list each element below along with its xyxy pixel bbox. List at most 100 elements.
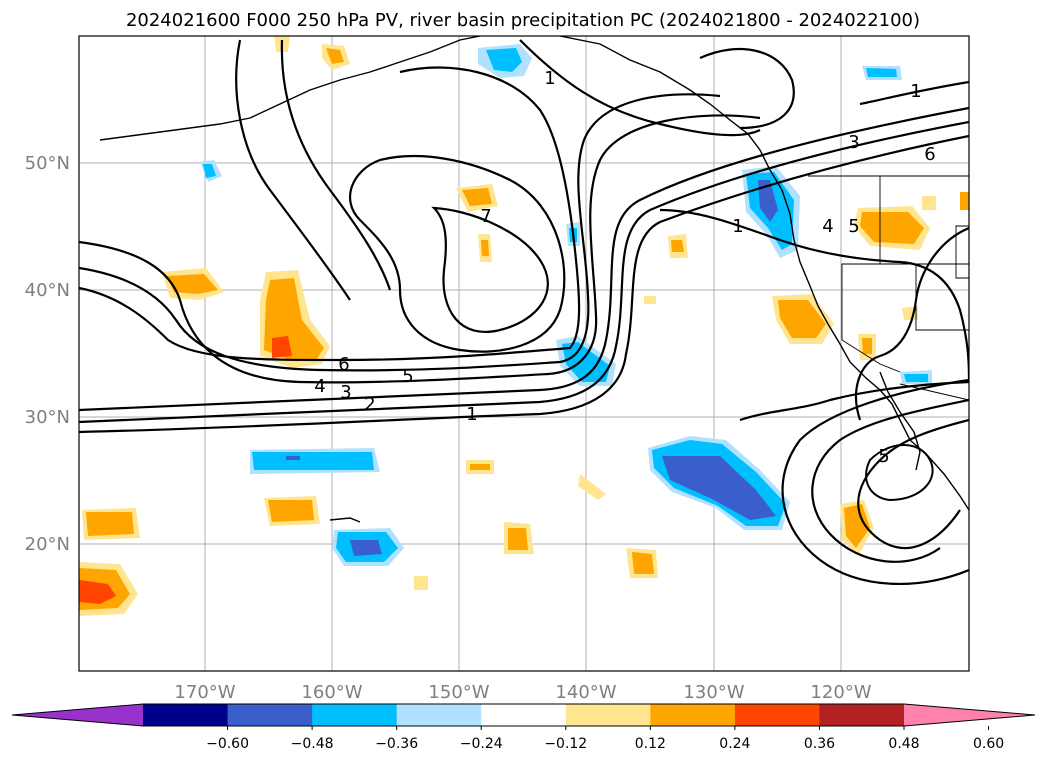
precip-positive-area [481, 240, 489, 256]
precip-positive-area [268, 500, 314, 522]
precip-negative-area [203, 164, 216, 178]
pv-contour-3 [79, 134, 969, 434]
contour-label: 6 [924, 144, 935, 165]
colorbar-extend-high [904, 704, 1035, 726]
pv-contour-trough2 [855, 226, 969, 421]
lon-label-170w: 170°W [174, 682, 235, 703]
precip-positive-area [960, 192, 969, 210]
contour-label: 5 [878, 446, 889, 467]
precip-shading [79, 36, 969, 616]
longitude-labels: 170°W 160°W 150°W 140°W 130°W 120°W [174, 682, 871, 703]
pv-contour-2 [79, 120, 969, 424]
pv-contour-ridge [280, 39, 392, 291]
colorbar-tick-label: −0.12 [544, 736, 587, 752]
map-title: 2024021600 F000 250 hPa PV, river basin … [126, 10, 920, 31]
colorbar-tick-label: 0.60 [973, 736, 1004, 752]
map-frame [78, 35, 970, 672]
lat-label-50n: 50°N [25, 153, 70, 174]
lon-label-120w: 120°W [810, 682, 871, 703]
contour-label: 3 [848, 132, 859, 153]
precip-positive-area [272, 336, 292, 358]
hawaii-coast [329, 517, 361, 523]
lat-label-20n: 20°N [25, 534, 70, 555]
precip-positive-area [778, 300, 826, 338]
pv-contour-5-closed [865, 444, 934, 502]
colorbar-tick-label: −0.36 [375, 736, 418, 752]
precip-positive-area [632, 552, 654, 574]
precip-negative-area [662, 456, 776, 520]
lat-label-40n: 40°N [25, 280, 70, 301]
contour-label: 7 [480, 206, 491, 227]
north-america-coast [559, 36, 969, 511]
contour-label: 2 [364, 394, 375, 415]
map-background [79, 36, 969, 671]
lon-label-160w: 160°W [301, 682, 362, 703]
state-borders [955, 225, 969, 279]
colorbar-tick-label: −0.24 [460, 736, 503, 752]
state-borders [841, 176, 881, 340]
precip-positive-area [578, 474, 606, 500]
colorbar-segment [650, 704, 736, 726]
contour-label: 1 [910, 81, 921, 102]
pv-contour-4 [79, 114, 761, 384]
precip-positive-area [166, 274, 218, 294]
graticule [79, 36, 969, 671]
precip-positive-area [860, 212, 924, 244]
contour-label: 5 [848, 216, 859, 237]
pv-contour-outer [739, 380, 969, 422]
precip-negative-area [562, 342, 610, 382]
lon-label-140w: 140°W [555, 682, 616, 703]
precip-negative-area [904, 374, 928, 382]
precip-negative-area [758, 180, 778, 222]
precip-negative-area [286, 456, 300, 460]
pv-contour-cutoff2 [811, 398, 969, 563]
pv-contour-7 [431, 206, 549, 333]
contour-label: 1 [732, 216, 743, 237]
pv-contour-trough [659, 208, 969, 381]
precip-positive-area [862, 338, 872, 354]
pv-contour-1b [519, 39, 761, 137]
colorbar-extend-low [12, 704, 143, 726]
colorbar-tick-label: 0.36 [804, 736, 835, 752]
colorbar-segment [481, 704, 567, 726]
colorbar-segment [227, 704, 313, 726]
contour-label: 1 [466, 404, 477, 425]
precip-positive-area [508, 528, 528, 550]
colorbar-segment [143, 704, 229, 726]
precip-positive-area [470, 464, 490, 470]
coastlines [99, 36, 969, 523]
contour-labels: 1 1 1 1 2 3 3 4 4 5 5 5 6 6 7 [314, 68, 935, 467]
contour-label: 4 [822, 216, 833, 237]
latitude-labels: 50°N 40°N 30°N 20°N [25, 153, 70, 555]
pv-contour-1c [859, 80, 969, 106]
colorbar-segment [734, 704, 820, 726]
contour-label: 4 [314, 376, 325, 397]
precip-negative-area [252, 452, 374, 470]
precip-positive-area [326, 48, 344, 64]
pv-contour-6 [79, 66, 581, 362]
colorbar-tick-label: −0.48 [291, 736, 334, 752]
precip-negative-area [866, 68, 897, 77]
contour-label: 6 [338, 354, 349, 375]
state-borders [841, 339, 901, 373]
pv-contour-cutoff3 [781, 378, 969, 586]
precip-positive-area [414, 576, 428, 590]
precip-positive-area [86, 512, 134, 536]
colorbar-segment [396, 704, 482, 726]
pv-contour-1 [79, 106, 969, 412]
precip-negative-area [486, 48, 522, 72]
colorbar-tick-label: −0.60 [206, 736, 249, 752]
colorbar-segment [565, 704, 651, 726]
precip-positive-area [922, 196, 936, 210]
pv-contour-closed [699, 47, 795, 130]
colorbar-tick-label: 0.12 [635, 736, 666, 752]
lon-label-130w: 130°W [683, 682, 744, 703]
pv-contours [79, 39, 969, 586]
contour-label: 1 [544, 68, 555, 89]
contour-label: 3 [340, 382, 351, 403]
pv-contour-cutoff [857, 418, 969, 550]
precip-positive-area [671, 240, 684, 252]
pv-contour-5 [79, 93, 721, 372]
